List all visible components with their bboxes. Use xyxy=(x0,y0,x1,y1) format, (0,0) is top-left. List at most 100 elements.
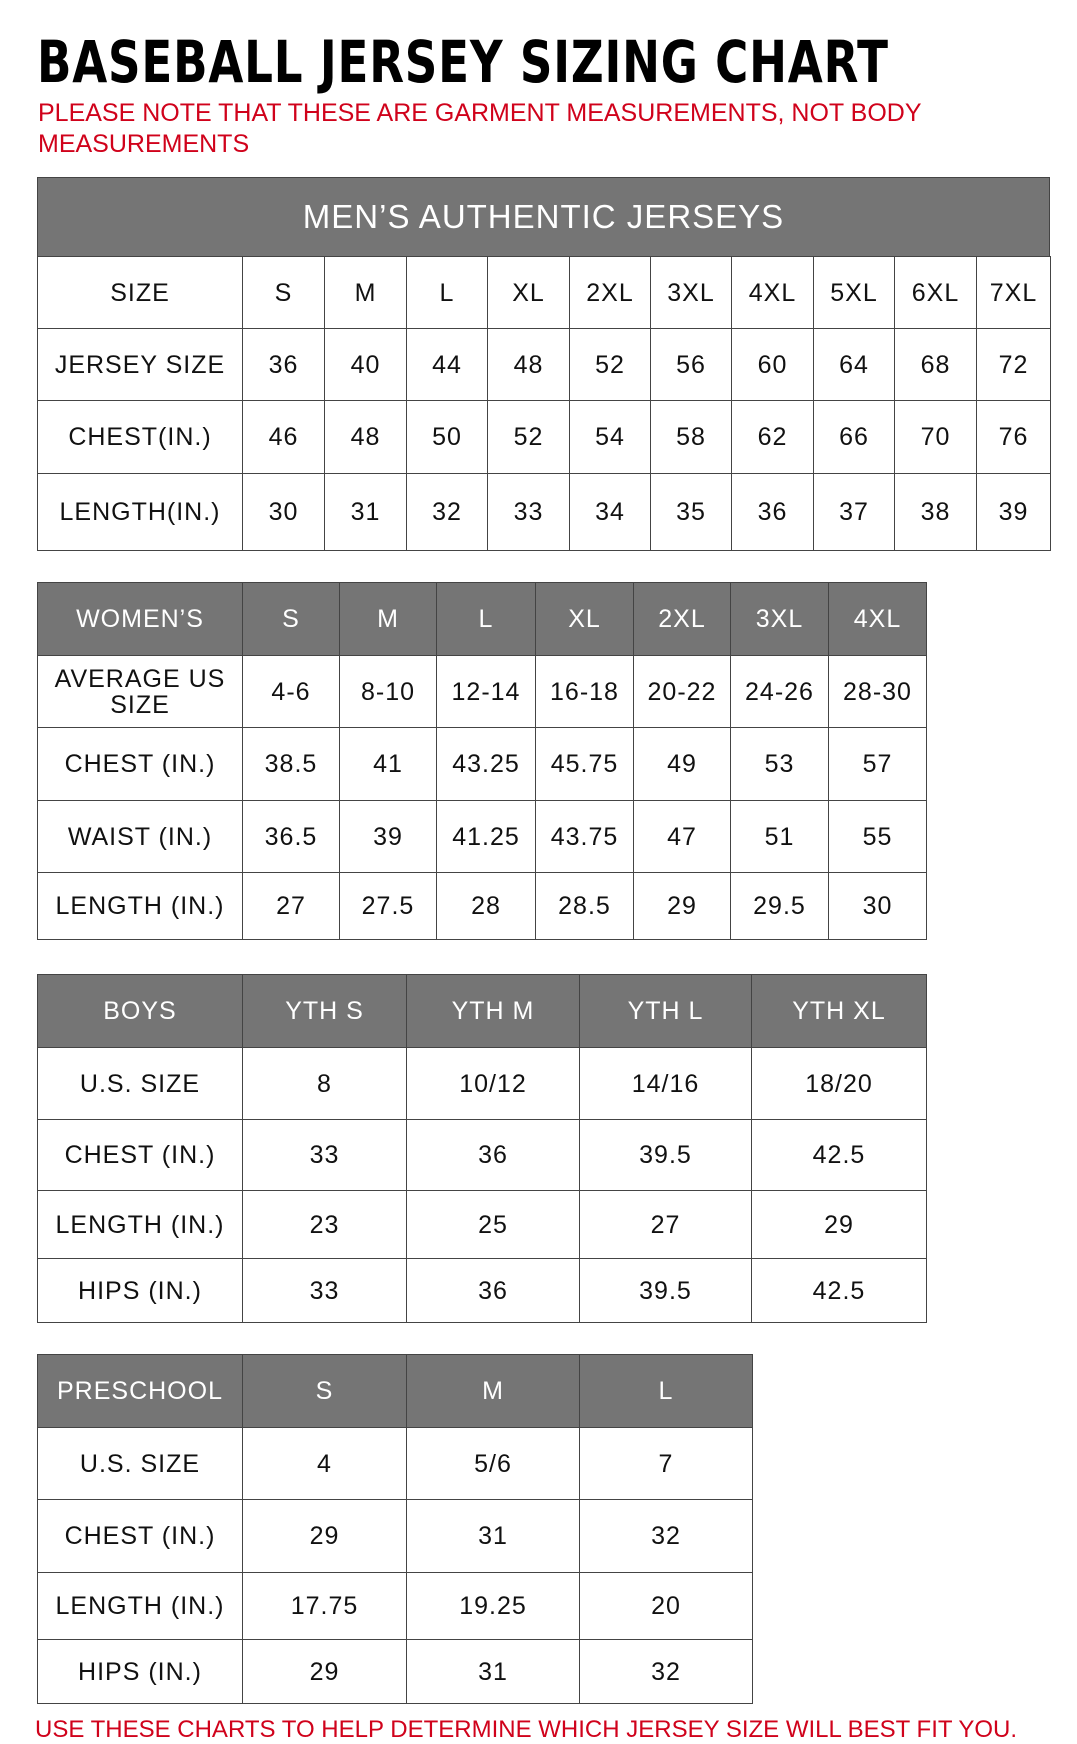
value-cell: 6XL xyxy=(895,257,977,329)
value-cell: 33 xyxy=(243,1120,407,1191)
value-cell: M xyxy=(407,1355,580,1428)
value-cell: 76 xyxy=(977,401,1051,474)
value-cell: 20-22 xyxy=(634,656,731,728)
value-cell: 7XL xyxy=(977,257,1051,329)
row-label-cell: HIPS (IN.) xyxy=(38,1640,243,1704)
value-cell: 36 xyxy=(407,1259,580,1323)
table-row: LENGTH (IN.) 23 25 27 29 xyxy=(38,1191,927,1259)
row-label-cell: WAIST (IN.) xyxy=(38,801,243,873)
value-cell: 62 xyxy=(732,401,814,474)
value-cell: YTH M xyxy=(407,975,580,1048)
value-cell: 36 xyxy=(243,329,325,401)
value-cell: 3XL xyxy=(651,257,732,329)
value-cell: 30 xyxy=(243,474,325,551)
value-cell: 56 xyxy=(651,329,732,401)
value-cell: 27.5 xyxy=(340,873,437,940)
garment-note: PLEASE NOTE THAT THESE ARE GARMENT MEASU… xyxy=(38,99,922,158)
value-cell: 29 xyxy=(752,1191,927,1259)
row-label-cell: LENGTH (IN.) xyxy=(38,873,243,940)
value-cell: 46 xyxy=(243,401,325,474)
value-cell: 31 xyxy=(407,1640,580,1704)
boys-size-table: BOYS YTH S YTH M YTH L YTH XL U.S. SIZE 8 10/12… xyxy=(37,974,927,1323)
value-cell: 33 xyxy=(243,1259,407,1323)
value-cell: 30 xyxy=(829,873,927,940)
value-cell: 29 xyxy=(243,1500,407,1573)
value-cell: 55 xyxy=(829,801,927,873)
value-cell: M xyxy=(325,257,407,329)
value-cell: M xyxy=(340,583,437,656)
table-row: CHEST (IN.) 38.5 41 43.25 45.75 49 53 57 xyxy=(38,728,927,801)
value-cell: 4-6 xyxy=(243,656,340,728)
value-cell: 43.25 xyxy=(437,728,536,801)
value-cell: 31 xyxy=(407,1500,580,1573)
value-cell: 32 xyxy=(580,1500,753,1573)
row-label-cell: WOMEN’S xyxy=(38,583,243,656)
value-cell: S xyxy=(243,1355,407,1428)
row-label-cell: LENGTH (IN.) xyxy=(38,1191,243,1259)
table-header-row: BOYS YTH S YTH M YTH L YTH XL xyxy=(38,975,927,1048)
value-cell: 57 xyxy=(829,728,927,801)
value-cell: 5XL xyxy=(814,257,895,329)
value-cell: 52 xyxy=(570,329,651,401)
value-cell: 38 xyxy=(895,474,977,551)
value-cell: 36.5 xyxy=(243,801,340,873)
value-cell: 4XL xyxy=(732,257,814,329)
value-cell: 54 xyxy=(570,401,651,474)
value-cell: 33 xyxy=(488,474,570,551)
value-cell: 10/12 xyxy=(407,1048,580,1120)
value-cell: L xyxy=(437,583,536,656)
value-cell: S xyxy=(243,257,325,329)
value-cell: YTH XL xyxy=(752,975,927,1048)
row-label-cell: CHEST (IN.) xyxy=(38,1500,243,1573)
value-cell: 12-14 xyxy=(437,656,536,728)
value-cell: 20 xyxy=(580,1573,753,1640)
row-label-cell: U.S. SIZE xyxy=(38,1428,243,1500)
value-cell: 34 xyxy=(570,474,651,551)
value-cell: 24-26 xyxy=(731,656,829,728)
footer-note: USE THESE CHARTS TO HELP DETERMINE WHICH… xyxy=(35,1716,1018,1743)
row-label-cell: LENGTH (IN.) xyxy=(38,1573,243,1640)
mens-table-title: MEN’S AUTHENTIC JERSEYS xyxy=(37,177,1050,257)
table-row: JERSEY SIZE 36 40 44 48 52 56 60 64 68 72 xyxy=(38,329,1051,401)
value-cell: 25 xyxy=(407,1191,580,1259)
table-header-row: PRESCHOOL S M L xyxy=(38,1355,753,1428)
mens-size-table: SIZE S M L XL 2XL 3XL 4XL 5XL 6XL 7XL JERSEY SIZE 36… xyxy=(37,256,1051,551)
value-cell: 32 xyxy=(580,1640,753,1704)
value-cell: 39.5 xyxy=(580,1120,752,1191)
table-row: LENGTH (IN.) 27 27.5 28 28.5 29 29.5 30 xyxy=(38,873,927,940)
value-cell: 41 xyxy=(340,728,437,801)
value-cell: 39 xyxy=(340,801,437,873)
row-label-cell: HIPS (IN.) xyxy=(38,1259,243,1323)
value-cell: XL xyxy=(536,583,634,656)
value-cell: 52 xyxy=(488,401,570,474)
table-header-row: SIZE S M L XL 2XL 3XL 4XL 5XL 6XL 7XL xyxy=(38,257,1051,329)
value-cell: 53 xyxy=(731,728,829,801)
value-cell: 72 xyxy=(977,329,1051,401)
womens-size-table: WOMEN’S S M L XL 2XL 3XL 4XL AVERAGE US SIZE 4-6 8… xyxy=(37,582,927,940)
value-cell: 28.5 xyxy=(536,873,634,940)
value-cell: YTH L xyxy=(580,975,752,1048)
table-header-row: WOMEN’S S M L XL 2XL 3XL 4XL xyxy=(38,583,927,656)
value-cell: 29 xyxy=(634,873,731,940)
value-cell: 8-10 xyxy=(340,656,437,728)
value-cell: 32 xyxy=(407,474,488,551)
value-cell: 42.5 xyxy=(752,1259,927,1323)
value-cell: 3XL xyxy=(731,583,829,656)
value-cell: 2XL xyxy=(570,257,651,329)
value-cell: 28 xyxy=(437,873,536,940)
value-cell: 36 xyxy=(407,1120,580,1191)
value-cell: 47 xyxy=(634,801,731,873)
value-cell: 58 xyxy=(651,401,732,474)
value-cell: 60 xyxy=(732,329,814,401)
value-cell: 23 xyxy=(243,1191,407,1259)
value-cell: 16-18 xyxy=(536,656,634,728)
value-cell: 28-30 xyxy=(829,656,927,728)
value-cell: 48 xyxy=(325,401,407,474)
value-cell: 18/20 xyxy=(752,1048,927,1120)
value-cell: 35 xyxy=(651,474,732,551)
table-row: U.S. SIZE 8 10/12 14/16 18/20 xyxy=(38,1048,927,1120)
value-cell: 38.5 xyxy=(243,728,340,801)
value-cell: 31 xyxy=(325,474,407,551)
row-label-cell: CHEST (IN.) xyxy=(38,1120,243,1191)
preschool-size-table: PRESCHOOL S M L U.S. SIZE 4 5/6 7 CHEST (IN.) 29 3… xyxy=(37,1354,753,1704)
